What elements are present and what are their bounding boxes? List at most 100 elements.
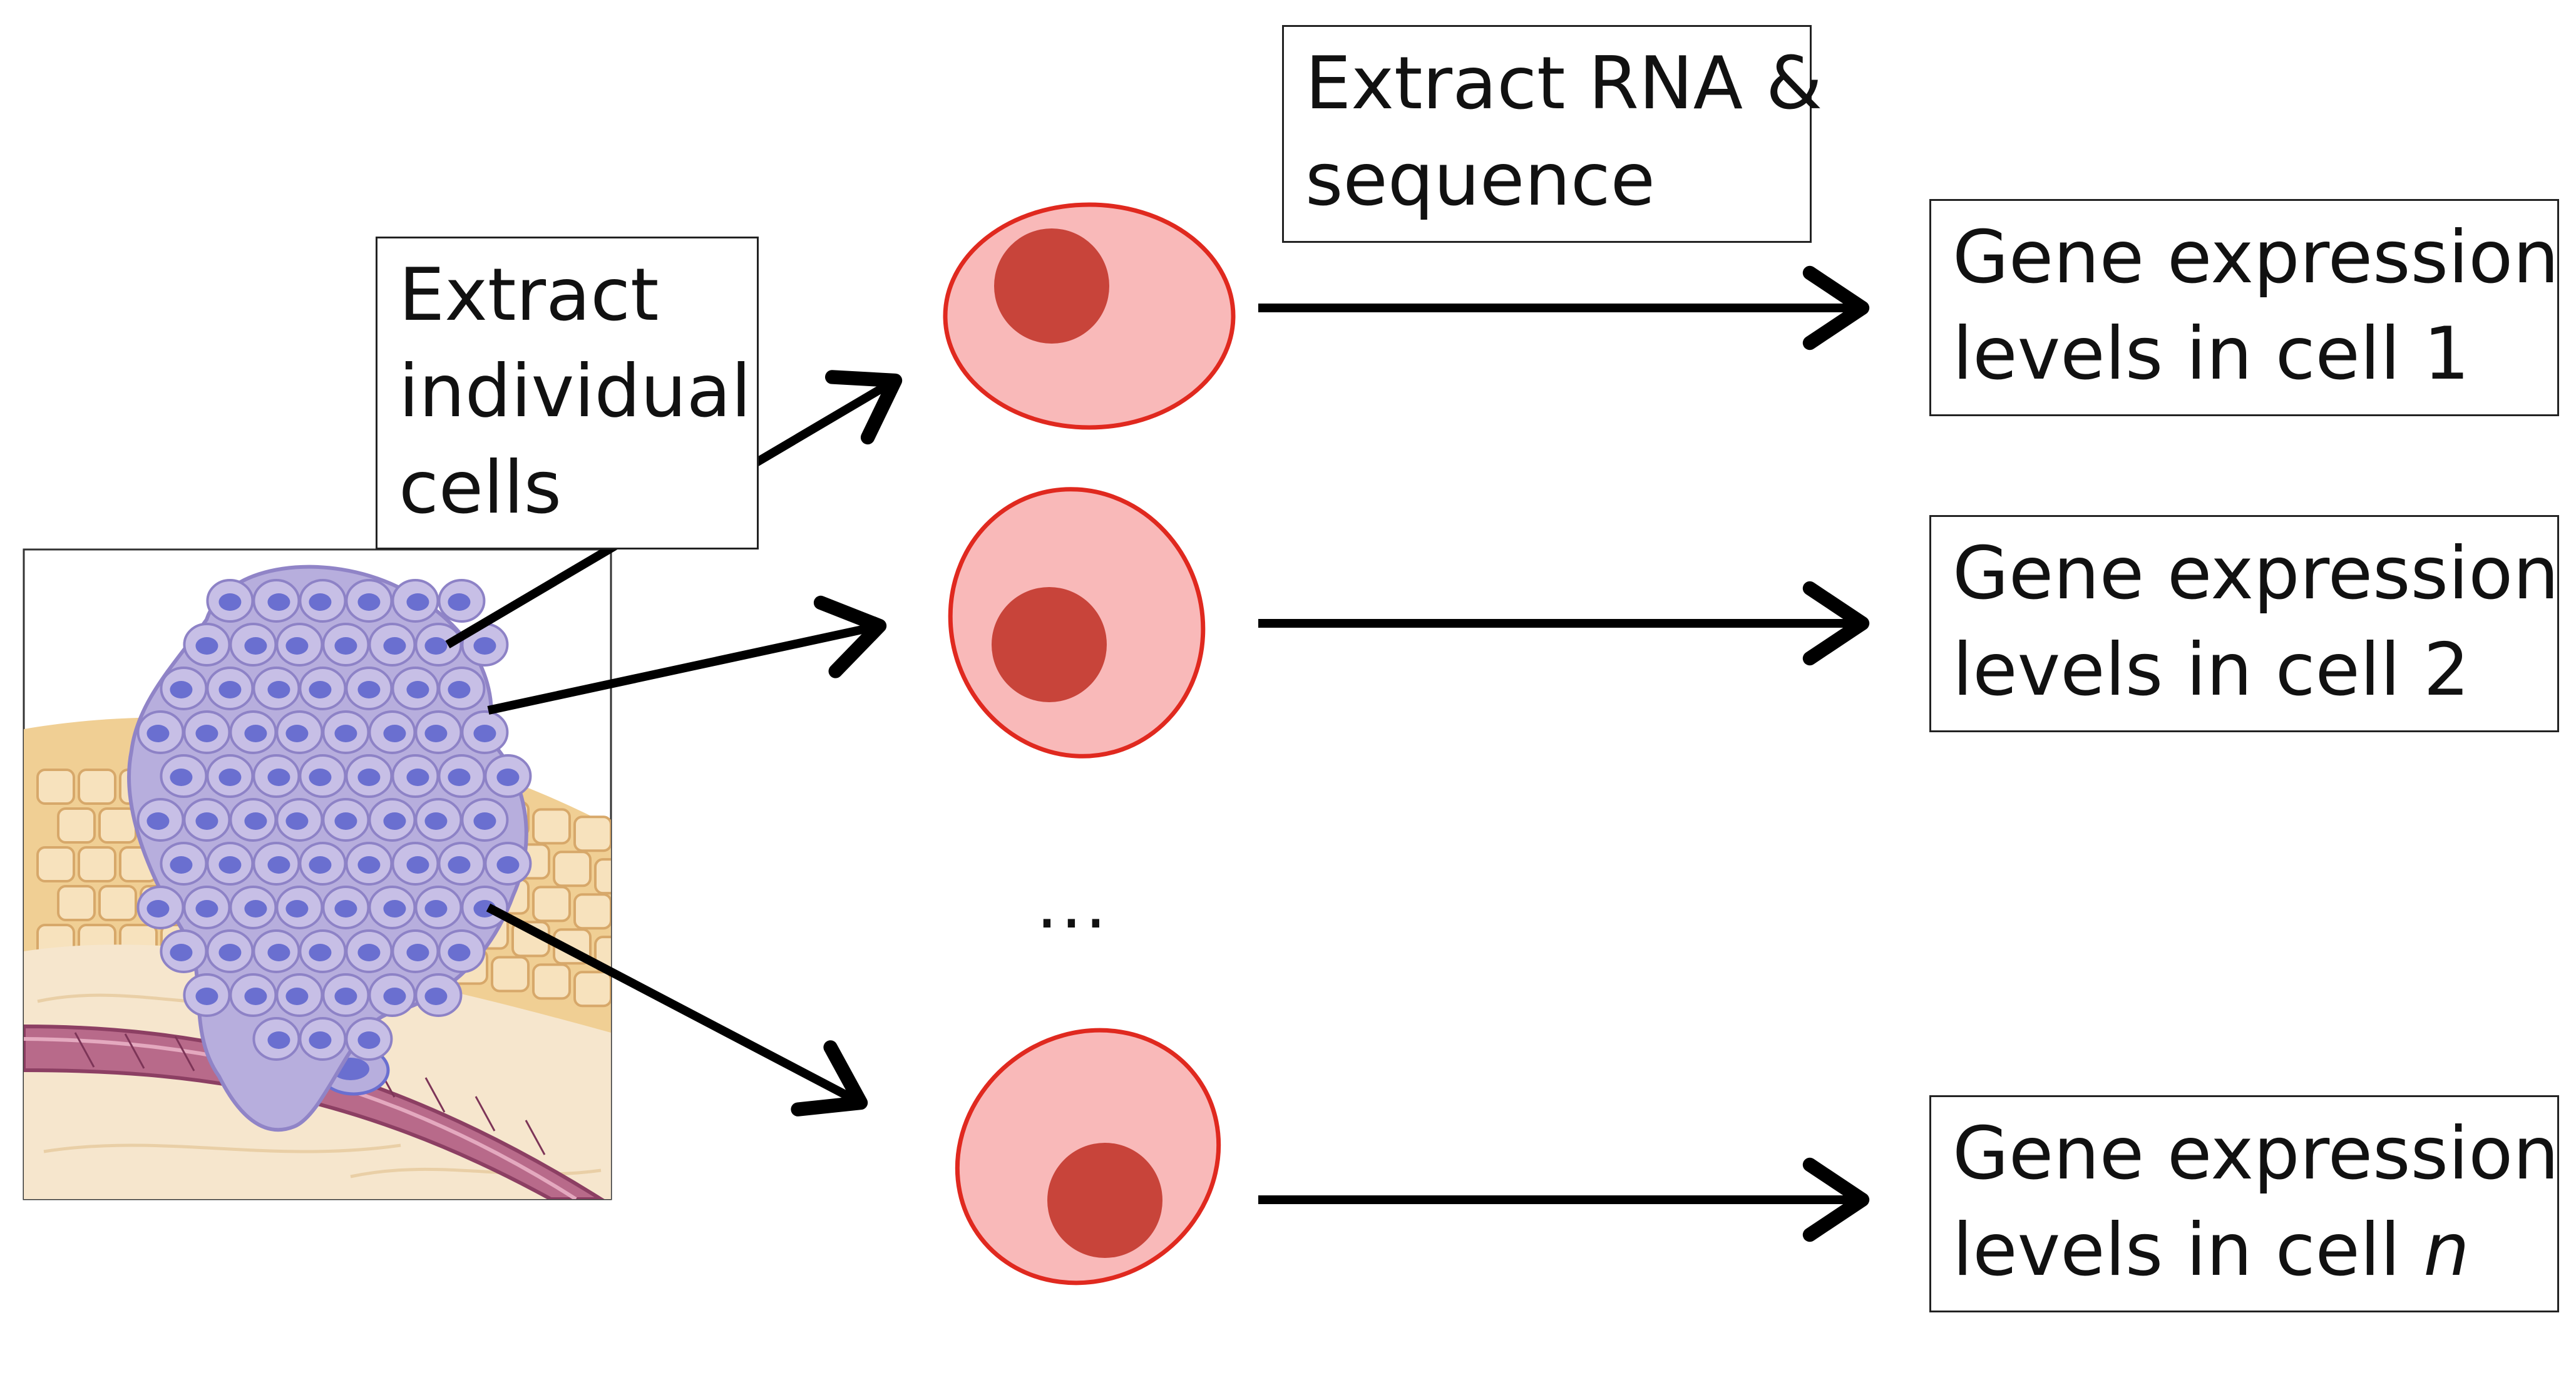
output-line-2: levels in cell 1 xyxy=(1953,306,2536,402)
tumor-cell xyxy=(136,798,185,842)
tissue-cell xyxy=(57,885,96,921)
extract-rna-line-2: sequence xyxy=(1305,138,1655,222)
ellipsis: ... xyxy=(1036,864,1109,944)
tumor-cell xyxy=(299,1017,347,1061)
tumor-cell xyxy=(322,623,370,667)
tumor-cell xyxy=(299,842,347,886)
tumor-cell xyxy=(275,623,324,667)
tumor-cell xyxy=(461,886,509,929)
tumor-cell xyxy=(275,798,324,842)
tumor-cell xyxy=(414,623,463,667)
tissue-cell xyxy=(78,846,116,882)
tumor-cell xyxy=(229,973,277,1017)
tumor-cell xyxy=(252,754,300,798)
tumor-cell xyxy=(345,754,393,798)
tumor-cell xyxy=(299,667,347,710)
tumor-cell xyxy=(229,886,277,929)
output-box-cell-n: Gene expression levels in cell n xyxy=(1929,1095,2559,1312)
tumor-cell xyxy=(368,623,416,667)
tumor-cell xyxy=(438,842,486,886)
tumor-cell xyxy=(252,929,300,973)
tissue-cell xyxy=(36,769,75,805)
tumor-cell xyxy=(275,710,324,754)
tissue-cell xyxy=(573,893,611,930)
tumor-cell xyxy=(252,1017,300,1061)
output-index: 1 xyxy=(2423,312,2470,396)
extract-rna-label: Extract RNA & sequence xyxy=(1282,25,1823,243)
tumor-cell xyxy=(414,798,463,842)
tumor-cell xyxy=(438,667,486,710)
tumor-cell xyxy=(322,798,370,842)
tumor-cell xyxy=(414,973,463,1017)
tumor-cell xyxy=(252,842,300,886)
tumor-cell xyxy=(206,929,254,973)
arrow-icon xyxy=(486,903,868,1117)
tumor-cell xyxy=(438,579,486,623)
cell-icon-2 xyxy=(948,487,1206,759)
tumor-cell xyxy=(275,886,324,929)
extract-cells-label: Extract individual cells xyxy=(376,237,759,549)
output-line-1: Gene expression xyxy=(1953,1112,2559,1196)
tumor-cell xyxy=(183,798,231,842)
tumor-cell xyxy=(368,886,416,929)
tumor-cell xyxy=(391,579,439,623)
tumor-cell xyxy=(299,579,347,623)
output-box-cell-2: Gene expression levels in cell 2 xyxy=(1929,515,2559,732)
tumor-cell xyxy=(252,579,300,623)
tissue-cell xyxy=(573,815,611,852)
tumor-cell xyxy=(391,667,439,710)
tissue-cell xyxy=(532,886,571,922)
tumor-cell xyxy=(414,710,463,754)
tumor-cell xyxy=(345,579,393,623)
tissue-cell xyxy=(491,956,530,993)
tumor-cell xyxy=(229,710,277,754)
tumor-cell xyxy=(461,798,509,842)
tumor-cell xyxy=(206,579,254,623)
tumor-cell xyxy=(414,886,463,929)
output-index: 2 xyxy=(2423,628,2470,712)
tumor-cell xyxy=(206,754,254,798)
tumor-cell xyxy=(391,842,439,886)
tumor-cell xyxy=(368,710,416,754)
output-index-italic: n xyxy=(2423,1208,2470,1292)
tissue-cell xyxy=(36,846,75,882)
tumor-cell xyxy=(229,623,277,667)
cell-icon-1 xyxy=(943,202,1236,430)
output-line-1: Gene expression xyxy=(1953,531,2559,616)
tumor-cell xyxy=(484,842,532,886)
tumor-cell xyxy=(136,710,185,754)
tissue-cell xyxy=(573,971,611,1008)
tumor-cell xyxy=(368,798,416,842)
output-text: levels in cell xyxy=(1953,628,2401,712)
tumor-cell xyxy=(438,929,486,973)
extract-cells-line-3: cells xyxy=(399,446,562,530)
tissue-cell xyxy=(98,885,137,921)
output-line-2: levels in cell 2 xyxy=(1953,622,2536,718)
extract-rna-line-1: Extract RNA & xyxy=(1305,41,1823,126)
tissue-cell xyxy=(553,851,592,887)
cell-icon-3 xyxy=(955,1028,1221,1285)
tumor-cell xyxy=(229,798,277,842)
tissue-cell xyxy=(532,963,571,1000)
tumor-cell xyxy=(461,710,509,754)
arrow-icon xyxy=(487,595,887,715)
output-line-2: levels in cell n xyxy=(1953,1202,2536,1299)
tumor-cell xyxy=(345,1017,393,1061)
tumor-cell xyxy=(391,754,439,798)
tumor-cell xyxy=(183,973,231,1017)
tumor-cell xyxy=(299,929,347,973)
extract-cells-line-1: Extract xyxy=(399,253,659,337)
tissue-cell xyxy=(57,807,96,844)
tumor-cell xyxy=(206,667,254,710)
tumor-cell xyxy=(345,929,393,973)
output-text: levels in cell xyxy=(1953,312,2401,396)
output-text: levels in cell xyxy=(1953,1208,2401,1292)
tumor-cell xyxy=(322,886,370,929)
tumor-cell xyxy=(252,667,300,710)
tumor-cell xyxy=(160,754,208,798)
tumor-cell xyxy=(206,842,254,886)
tumor-cell xyxy=(136,886,185,929)
tissue-cell xyxy=(98,807,137,844)
